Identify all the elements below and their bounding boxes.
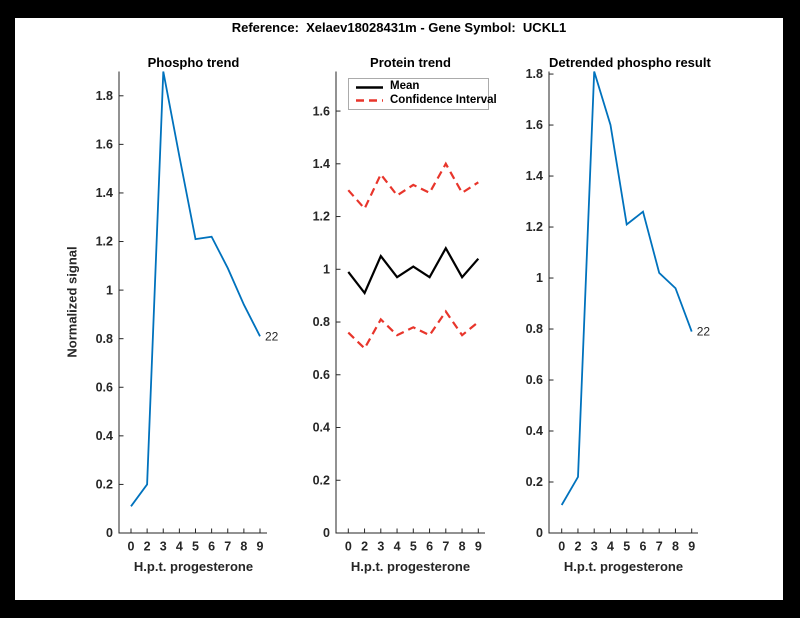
legend-label-mean: Mean <box>390 80 420 93</box>
y-tick-label: 0.6 <box>526 373 543 387</box>
legend-item-mean: Mean <box>349 81 488 93</box>
y-tick-label: 0.6 <box>96 380 113 394</box>
xlabel-phospho: H.p.t. progesterone <box>133 559 254 574</box>
protein-trend-series-line <box>347 245 480 296</box>
legend-item-ci: Confidence Interval <box>349 95 497 107</box>
y-tick-label: 0.8 <box>96 332 113 346</box>
y-tick-label: 0.8 <box>526 322 543 336</box>
figure-title: Reference: Xelaev18028431m - Gene Symbol… <box>231 20 567 35</box>
end-annotation: 22 <box>697 325 711 339</box>
y-tick-label: 0.4 <box>526 424 543 438</box>
y-tick-label: 0.2 <box>96 478 113 492</box>
x-tick-label: 0 <box>345 540 352 554</box>
protein-trend-series-line <box>347 309 479 351</box>
y-tick-label: 0 <box>323 526 330 540</box>
y-tick-label: 0 <box>536 526 543 540</box>
phospho-trend-series-line <box>130 71 261 507</box>
y-tick-label: 1.4 <box>96 186 113 200</box>
protein-trend-series-line <box>347 161 479 211</box>
y-tick-label: 1 <box>323 262 330 276</box>
charts-canvas: 00.20.40.60.811.21.41.61.80 2 3 4 5 6 7 8 92200.… <box>96 67 711 554</box>
detrended-phospho-title: Detrended phospho result <box>549 55 711 70</box>
legend: Mean Confidence Interval <box>348 78 497 110</box>
y-tick-label: 1 <box>106 283 113 297</box>
legend-label-ci: Confidence Interval <box>390 94 497 107</box>
y-tick-label: 0.2 <box>313 473 330 487</box>
detrended-phospho-series-line <box>560 71 693 506</box>
x-tick-label: 8 <box>240 540 247 554</box>
x-tick-label: 2 <box>361 540 368 554</box>
x-tick-label: 2 <box>574 540 581 554</box>
x-tick-label: 4 <box>607 540 614 554</box>
x-tick-label: 7 <box>224 540 231 554</box>
x-tick-label: 5 <box>623 540 630 554</box>
x-tick-label: 8 <box>672 540 679 554</box>
phospho-trend-title: Phospho trend <box>147 55 240 70</box>
y-tick-label: 0.6 <box>313 368 330 382</box>
x-tick-label: 5 <box>410 540 417 554</box>
x-tick-label: 7 <box>656 540 663 554</box>
axes-spines <box>335 71 485 534</box>
x-tick-label: 9 <box>257 540 264 554</box>
y-tick-label: 0 <box>106 526 113 540</box>
y-tick-label: 1 <box>536 271 543 285</box>
y-tick-label: 1.2 <box>526 220 543 234</box>
xlabel-protein: H.p.t. progesterone <box>350 559 471 574</box>
y-tick-label: 0.2 <box>526 475 543 489</box>
x-tick-label: 4 <box>176 540 183 554</box>
y-tick-label: 0.4 <box>313 421 330 435</box>
x-tick-label: 6 <box>426 540 433 554</box>
y-tick-label: 1.8 <box>96 89 113 103</box>
y-tick-label: 1.2 <box>96 235 113 249</box>
x-tick-label: 5 <box>192 540 199 554</box>
y-tick-label: 1.6 <box>526 118 543 132</box>
y-tick-label: 1.6 <box>96 138 113 152</box>
axes-spines <box>548 71 698 534</box>
y-tick-label: 1.4 <box>526 169 543 183</box>
ci-dashed-line-icon <box>356 99 383 103</box>
xlabel-detrended: H.p.t. progesterone <box>563 559 684 574</box>
x-tick-label: 3 <box>591 540 598 554</box>
x-tick-label: 3 <box>377 540 384 554</box>
x-tick-label: 6 <box>639 540 646 554</box>
x-tick-label: 0 <box>128 540 135 554</box>
x-tick-label: 4 <box>394 540 401 554</box>
end-annotation: 22 <box>265 329 279 343</box>
y-tick-label: 1.2 <box>313 210 330 224</box>
y-tick-label: 1.6 <box>313 104 330 118</box>
x-tick-label: 0 <box>558 540 565 554</box>
y-tick-label: 0.8 <box>313 315 330 329</box>
detrended-phospho-chart: 00.20.40.60.811.21.41.61.80 2 3 4 5 6 7 8 922 <box>526 67 711 553</box>
figure-canvas: Reference: Xelaev18028431m - Gene Symbol… <box>15 18 783 600</box>
x-tick-label: 9 <box>688 540 695 554</box>
y-tick-label: 1.4 <box>313 157 330 171</box>
x-tick-label: 6 <box>208 540 215 554</box>
phospho-trend-chart: 00.20.40.60.811.21.41.61.80 2 3 4 5 6 7 8 922 <box>96 71 279 554</box>
mean-line-icon <box>356 85 383 89</box>
x-tick-label: 9 <box>475 540 482 554</box>
y-tick-label: 0.4 <box>96 429 113 443</box>
x-tick-label: 8 <box>459 540 466 554</box>
protein-trend-chart: 00.20.40.60.811.21.41.60 2 3 4 5 6 7 8 9 <box>313 71 485 554</box>
y-tick-label: 1.8 <box>526 67 543 81</box>
x-tick-label: 2 <box>144 540 151 554</box>
x-tick-label: 7 <box>442 540 449 554</box>
protein-trend-title: Protein trend <box>370 55 451 70</box>
axes-spines <box>118 71 267 534</box>
x-tick-label: 3 <box>160 540 167 554</box>
